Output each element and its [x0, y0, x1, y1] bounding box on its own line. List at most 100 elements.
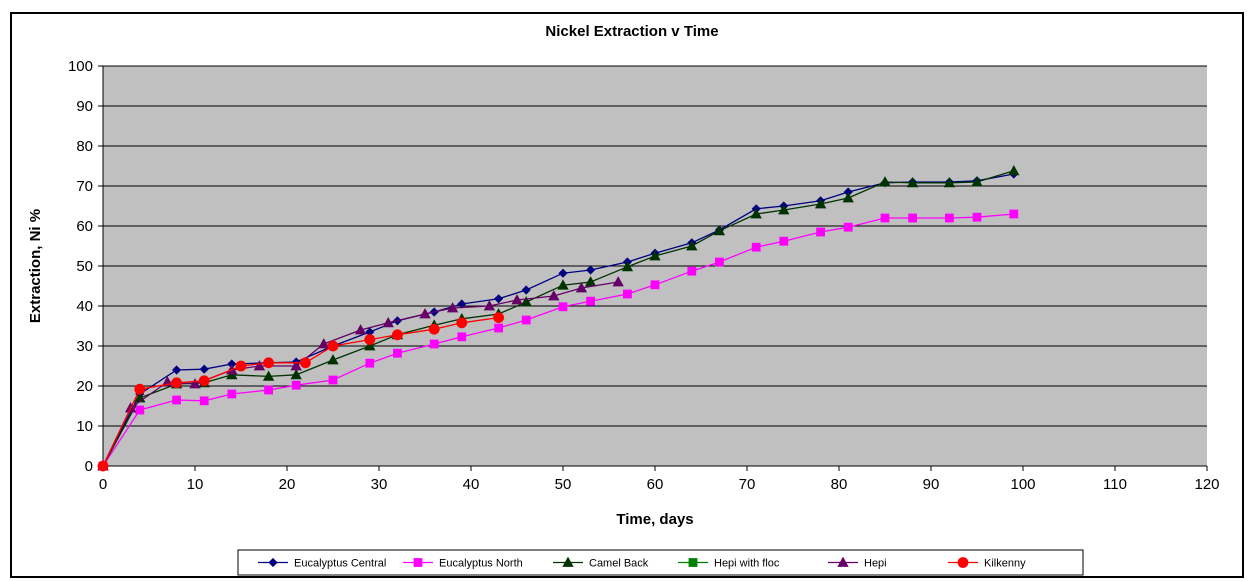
x-tick-label-0: 0	[99, 476, 107, 493]
tick-labels: 0 10 20 30 40 50 60 70 80 90 100 0 10 20 30 40 50 60 70 80 9…	[68, 58, 1220, 493]
legend-marker-5	[957, 557, 969, 568]
legend-item-2: Camel Back	[553, 556, 649, 570]
data-point-1-7	[328, 375, 338, 385]
data-point-0-2	[172, 365, 182, 375]
data-point-4-10	[419, 308, 431, 319]
data-point-5-5	[263, 357, 275, 369]
data-point-1-14	[558, 302, 568, 312]
legend-marker-0	[268, 557, 278, 568]
data-point-1-11	[457, 332, 467, 342]
data-point-2-8	[364, 340, 376, 351]
legend-item-0: Eucalyptus Central	[258, 558, 386, 570]
data-point-4-3	[189, 378, 201, 389]
x-tick-label-60: 60	[647, 476, 664, 493]
data-point-1-15	[586, 296, 595, 306]
legend-label-3: Hepi with floc	[714, 558, 780, 570]
data-point-4-11	[446, 302, 459, 313]
chart-title: Nickel Extraction v Time	[545, 23, 718, 40]
data-point-0-13	[521, 285, 531, 295]
legend-item-4: Hepi	[828, 556, 887, 570]
data-point-1-24	[880, 213, 890, 223]
data-point-2-7	[327, 354, 339, 365]
data-point-1-1	[135, 405, 145, 415]
legend-label-1: Eucalyptus North	[439, 558, 523, 570]
data-point-2-28	[1008, 164, 1020, 176]
data-point-1-28	[1009, 209, 1019, 219]
y-tick-label-90: 90	[76, 98, 93, 115]
y-tick-label-70: 70	[76, 178, 93, 195]
x-tick-label-20: 20	[279, 476, 296, 493]
data-point-1-16	[623, 289, 632, 299]
data-point-2-19	[713, 224, 726, 236]
data-point-4-15	[575, 282, 588, 293]
data-point-1-19	[715, 257, 724, 267]
y-tick-label-80: 80	[76, 138, 93, 155]
data-point-4-8	[354, 324, 367, 335]
data-point-4-14	[548, 290, 560, 301]
data-point-4-9	[382, 316, 394, 328]
gridlines	[103, 65, 1207, 427]
y-tick-label-40: 40	[76, 298, 93, 315]
legend-item-1: Eucalyptus North	[403, 558, 523, 570]
data-point-2-21	[778, 204, 790, 215]
x-tick-label-90: 90	[923, 476, 940, 493]
data-point-2-22	[814, 198, 827, 209]
y-tick-label-60: 60	[76, 218, 93, 235]
data-point-5-0	[97, 460, 109, 472]
data-point-2-5	[262, 370, 275, 381]
data-point-5-9	[391, 329, 403, 341]
x-tick-label-70: 70	[739, 476, 756, 493]
data-point-4-6	[290, 360, 302, 371]
data-point-1-4	[227, 389, 237, 399]
legend-marker-4	[837, 556, 849, 567]
y-tick-label-20: 20	[76, 378, 93, 395]
data-point-5-11	[456, 317, 468, 329]
legend-box	[237, 549, 1084, 576]
legend-marker-3	[688, 558, 698, 567]
data-point-2-27	[971, 176, 983, 187]
axes	[98, 65, 1208, 471]
data-point-2-14	[557, 279, 569, 290]
legend-label-5: Kilkenny	[984, 558, 1026, 570]
data-point-1-12	[494, 323, 504, 333]
data-point-2-23	[842, 192, 854, 203]
x-axis-label: Time, days	[616, 511, 693, 528]
data-point-1-25	[908, 213, 917, 223]
data-point-0-14	[558, 268, 568, 278]
legend-label-4: Hepi	[864, 558, 887, 570]
x-tick-label-80: 80	[831, 476, 848, 493]
data-point-1-2	[172, 395, 182, 405]
data-point-1-17	[650, 280, 660, 290]
y-tick-label-0: 0	[85, 458, 93, 475]
data-point-0-12	[494, 294, 504, 304]
data-point-5-2	[171, 377, 183, 389]
data-point-1-5	[264, 385, 274, 395]
legend-marker-2	[562, 556, 574, 567]
data-point-0-15	[586, 265, 596, 275]
data-point-5-10	[428, 323, 440, 335]
legend-item-5: Kilkenny	[948, 557, 1026, 570]
data-point-1-27	[972, 212, 982, 222]
series-1	[98, 209, 1019, 471]
data-point-5-8	[364, 334, 376, 346]
x-tick-label-110: 110	[1103, 476, 1127, 493]
y-tick-label-100: 100	[68, 58, 93, 75]
x-tick-label-30: 30	[371, 476, 388, 493]
data-point-1-22	[816, 227, 825, 237]
data-point-2-24	[879, 176, 891, 187]
y-tick-label-10: 10	[76, 418, 93, 435]
data-point-2-26	[943, 176, 956, 188]
data-point-1-18	[687, 266, 697, 276]
data-point-1-6	[291, 380, 301, 390]
legend-item-3: Hepi with floc	[678, 558, 780, 570]
legend-label-2: Camel Back	[589, 558, 649, 570]
data-point-5-12	[493, 312, 505, 324]
data-point-5-3	[198, 375, 210, 387]
data-point-4-16	[612, 276, 624, 287]
data-point-1-9	[392, 348, 402, 358]
data-point-4-5	[253, 360, 266, 371]
legend-label-0: Eucalyptus Central	[294, 558, 386, 570]
data-point-2-13	[520, 296, 532, 307]
data-point-1-10	[429, 339, 439, 349]
